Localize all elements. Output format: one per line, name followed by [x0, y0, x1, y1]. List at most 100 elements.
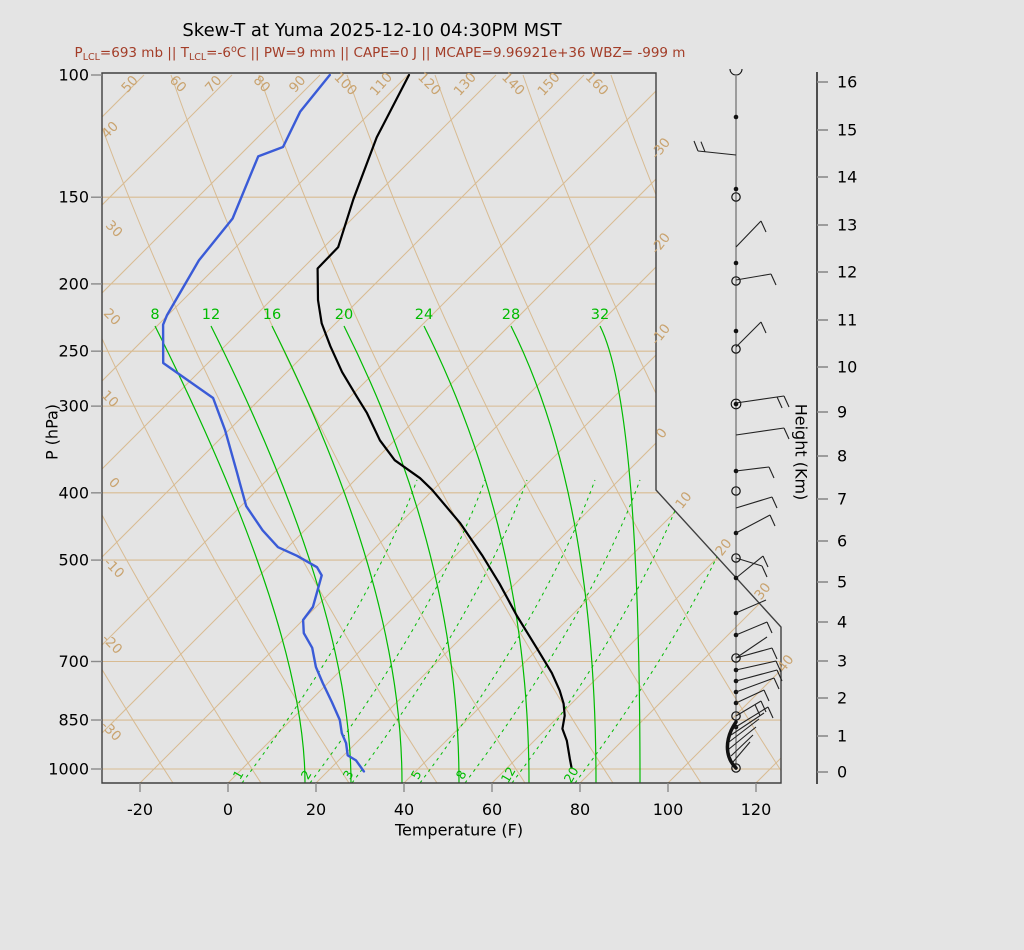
height-tick-label: 13	[837, 216, 857, 235]
mixing-ratio-label: 8	[453, 768, 470, 782]
pressure-tick-label: 700	[58, 652, 89, 671]
moist-adiabat-label: 24	[415, 307, 433, 323]
pressure-tick-label: 500	[58, 551, 89, 570]
moist-adiabat	[343, 325, 460, 783]
height-tick-label: 1	[837, 727, 847, 746]
wind-barb-feather	[760, 700, 767, 713]
pressure-tick-label: 300	[58, 397, 89, 416]
mixing-ratio-label: 12	[498, 764, 519, 785]
wind-barb-cluster-stem	[725, 720, 738, 770]
height-axis-label: Height (Km)	[791, 403, 811, 501]
height-tick-label: 9	[837, 403, 847, 422]
height-tick-label: 14	[837, 168, 857, 187]
height-tick-label: 6	[837, 532, 847, 551]
wind-barb-feather	[754, 704, 761, 716]
height-tick-label: 16	[837, 73, 857, 92]
moist-adiabat	[423, 325, 530, 783]
pressure-axis-label: P (hPa)	[42, 403, 62, 461]
height-tick-label: 8	[837, 447, 847, 466]
moist-adiabat-label: 32	[591, 307, 609, 323]
temperature-tick-label: 20	[306, 800, 326, 819]
height-tick-label: 10	[837, 358, 857, 377]
wind-barb-shaft	[697, 150, 737, 156]
pressure-tick-label: 150	[58, 188, 89, 207]
chart-subtitle: PLCL=693 mb || TLCL=-6oC || PW=9 mm || C…	[0, 44, 760, 63]
height-tick-label: 0	[837, 763, 847, 782]
wind-level-dot	[733, 260, 739, 266]
wind-barb-feather	[771, 496, 778, 509]
mixing-ratio-line	[241, 479, 418, 783]
plot-frame	[101, 72, 782, 784]
height-tick-label: 15	[837, 121, 857, 140]
moist-adiabat	[510, 325, 597, 783]
isotherm-label-top: 50	[118, 73, 141, 96]
wind-barb-shaft	[732, 741, 751, 763]
wind-barb-feather	[762, 555, 769, 568]
subtitle-part: LCL	[82, 52, 100, 63]
mixing-ratio-line	[574, 479, 751, 783]
isotherm-label-top: 80	[250, 72, 273, 95]
wind-barb-shaft	[735, 636, 768, 659]
isotherm-label-top: 150	[534, 69, 563, 99]
wind-level-circle	[731, 553, 741, 563]
mixing-ratio-line	[419, 479, 596, 783]
mixing-ratio-label: 2	[298, 768, 315, 782]
wind-barb-shaft	[735, 466, 770, 472]
wind-barb-shaft	[735, 700, 762, 717]
wind-barb-feather	[783, 427, 790, 440]
wind-level-ring	[730, 398, 742, 410]
height-tick-label: 7	[837, 490, 847, 509]
wind-barb-shaft	[735, 321, 762, 348]
moist-adiabat-label: 20	[335, 307, 353, 323]
wind-level-circle	[731, 711, 741, 721]
isotherm-label-right: -30	[648, 135, 674, 162]
wind-barb-shaft	[728, 718, 760, 743]
wind-barb-shaft	[735, 557, 763, 567]
wind-level-circle	[731, 276, 741, 286]
wind-barb-shaft	[735, 496, 773, 509]
wind-barb-shaft	[735, 220, 762, 248]
isotherm-label-top: 160	[582, 69, 612, 99]
wind-barb-shaft	[733, 706, 769, 729]
subtitle-part: C || PW=9 mm || CAPE=0 J || MCAPE=9.9692…	[236, 45, 686, 61]
height-tick-label: 4	[837, 613, 847, 632]
wind-barb-feather	[761, 565, 768, 578]
mixing-ratio-label: 1	[230, 768, 247, 782]
wind-barb-shaft	[735, 669, 778, 682]
height-tick-label: 2	[837, 689, 847, 708]
isotherm-label-right: -10	[648, 321, 674, 348]
wind-barb-shaft	[735, 621, 768, 636]
green-labels: 8 12 16 20 24 28 321 2 3 5 8 12 20	[150, 307, 609, 785]
moist-adiabat-label: 12	[202, 307, 220, 323]
mixing-ratio-line	[309, 479, 486, 783]
moist-adiabat	[210, 325, 352, 783]
wind-barb-shaft	[735, 273, 772, 281]
wind-barb-feather	[768, 466, 775, 479]
height-tick-label: 5	[837, 573, 847, 592]
isotherm-label-top: 120	[414, 69, 444, 99]
temperature-tick-label: 0	[223, 800, 233, 819]
wind-barb-feather	[783, 395, 790, 408]
wind-level-dot	[733, 328, 739, 334]
wind-barb-shaft	[735, 689, 765, 704]
sounding-curves	[161, 73, 573, 773]
wind-barb-shaft	[730, 734, 754, 757]
wind-level-circle	[731, 192, 741, 202]
wind-barb-feather	[766, 621, 773, 634]
wind-barb-feather	[775, 660, 782, 673]
wind-barb-feather	[693, 140, 699, 152]
mixing-ratio-label: 20	[561, 764, 582, 785]
wind-level-circle	[731, 763, 741, 773]
subtitle-part: o	[230, 44, 237, 55]
mixing-ratio-label: 3	[340, 768, 357, 782]
wind-barb-feather	[771, 647, 778, 660]
wind-barb-feather	[763, 689, 770, 702]
temperature-tick-label: 100	[653, 800, 684, 819]
wind-barb-shaft	[735, 514, 771, 534]
isotherm-label-top: 100	[331, 69, 361, 99]
temperature-tick-label: 60	[482, 800, 502, 819]
pressure-tick-label: 200	[58, 274, 89, 293]
pressure-tick-label: 1000	[48, 759, 89, 778]
